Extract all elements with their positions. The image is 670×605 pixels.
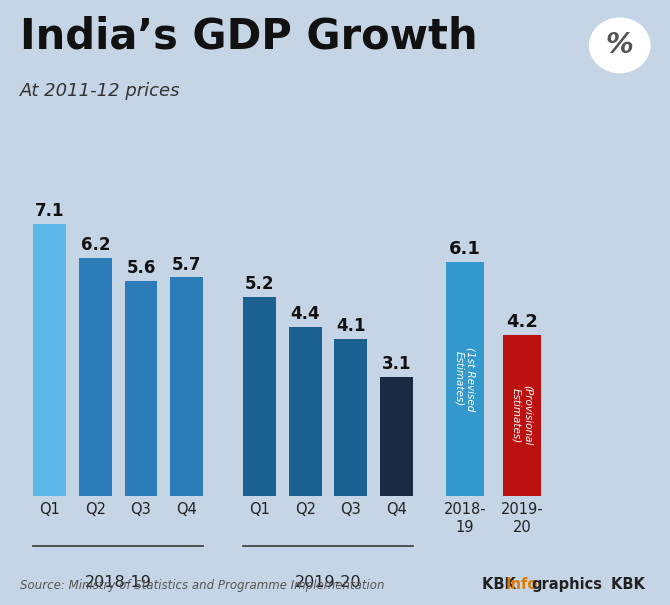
Text: 2019-20: 2019-20	[295, 575, 361, 590]
Text: graphics: graphics	[531, 577, 602, 592]
Bar	[79, 258, 112, 496]
Bar	[34, 224, 66, 496]
Bar	[170, 278, 203, 496]
Bar	[289, 327, 322, 496]
Text: 6.2: 6.2	[80, 237, 110, 254]
Bar	[380, 377, 413, 496]
Text: %: %	[606, 31, 634, 59]
Text: (1st Revised
Estimates): (1st Revised Estimates)	[454, 347, 476, 411]
Text: 2018-19: 2018-19	[84, 575, 151, 590]
Text: 4.1: 4.1	[336, 317, 366, 335]
Bar	[334, 339, 367, 496]
Text: At 2011-12 prices: At 2011-12 prices	[20, 82, 181, 100]
Text: 5.2: 5.2	[245, 275, 274, 293]
Text: (Provisional
Estimates): (Provisional Estimates)	[511, 385, 533, 446]
Text: 4.2: 4.2	[506, 313, 538, 331]
Text: Info: Info	[506, 577, 538, 592]
Text: India’s GDP Growth: India’s GDP Growth	[20, 15, 478, 57]
Text: KBK: KBK	[611, 577, 650, 592]
Bar	[446, 262, 484, 496]
Text: 4.4: 4.4	[290, 306, 320, 324]
Text: KBK: KBK	[482, 577, 521, 592]
Text: 3.1: 3.1	[382, 355, 411, 373]
Bar	[125, 281, 157, 496]
Circle shape	[590, 18, 650, 73]
Text: Source: Ministry of Statistics and Programme Implementation: Source: Ministry of Statistics and Progr…	[20, 579, 385, 592]
Text: 6.1: 6.1	[449, 240, 481, 258]
Bar	[243, 296, 276, 496]
Text: 5.7: 5.7	[172, 255, 202, 273]
Bar	[503, 335, 541, 496]
Text: 7.1: 7.1	[35, 202, 64, 220]
Text: 5.6: 5.6	[127, 260, 155, 278]
